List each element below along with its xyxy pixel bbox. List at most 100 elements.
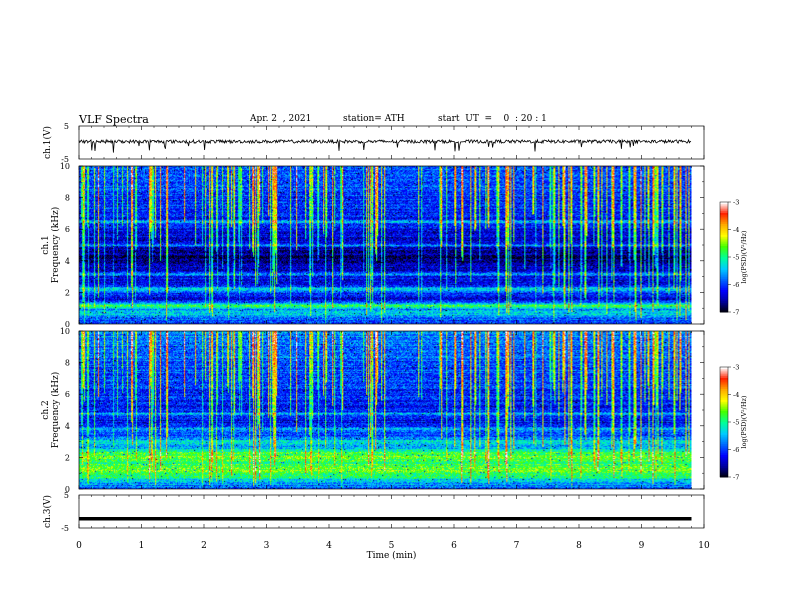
colorbar-segment	[720, 279, 728, 282]
colorbar-segment	[720, 412, 728, 416]
colorbar-label: log(PSD)(V²/Hz)	[740, 395, 748, 448]
colorbar-label: log(PSD)(V²/Hz)	[740, 230, 748, 283]
colorbar-tick-label: -5	[733, 254, 739, 262]
y-axis-label-channel: ch.1	[41, 235, 51, 254]
colorbar-segment	[720, 436, 728, 439]
colorbar-segment	[720, 368, 728, 372]
ch2-spectrogram-panel	[78, 330, 705, 490]
colorbar-segment	[720, 225, 728, 229]
colorbar-segment	[720, 449, 728, 452]
x-tick-label: 2	[201, 541, 207, 551]
colorbar-segment	[720, 291, 728, 295]
colorbar-tick-label: -7	[733, 309, 739, 317]
colorbar-segment	[720, 422, 728, 425]
x-tick-label: 7	[514, 541, 520, 551]
colorbar-segment	[720, 242, 728, 245]
colorbar-segment	[720, 244, 728, 247]
colorbar-segment	[720, 260, 728, 263]
colorbar-segment	[720, 269, 728, 273]
colorbar-segment	[720, 379, 728, 383]
colorbar-segment	[720, 370, 728, 373]
x-tick-label: 1	[139, 541, 145, 551]
colorbar-segment	[720, 222, 728, 225]
colorbar-segment	[720, 383, 728, 386]
colorbar-segment	[720, 423, 728, 427]
colorbar-segment	[720, 202, 728, 205]
colorbar-segment	[720, 431, 728, 434]
colorbar-segment	[720, 203, 728, 207]
colorbar-segment	[720, 405, 728, 408]
ch3-waveform-panel	[78, 494, 705, 529]
colorbar-segment	[720, 218, 728, 221]
colorbar-segment	[720, 453, 728, 456]
start-time-label: start UT = 0 : 20 : 1	[438, 114, 547, 124]
x-tick-label: 4	[326, 541, 332, 551]
colorbar-segment	[720, 207, 728, 210]
colorbar-segment	[720, 251, 728, 254]
colorbars: -3 -4 -5 -6 -7 log(PSD)(V²/Hz) -3 -4 -5 -6 -7 log(P…	[719, 199, 748, 482]
colorbar-segment	[720, 385, 728, 388]
colorbar-tick-label: -3	[733, 199, 739, 207]
y-tick-label: -5	[61, 155, 69, 164]
colorbar-segment	[720, 213, 728, 216]
colorbar-segment	[720, 302, 728, 306]
colorbar-tick-label: -4	[733, 391, 739, 399]
colorbar-segment	[720, 394, 728, 397]
colorbar-segment	[720, 433, 728, 436]
ch1-spectrogram-image	[79, 166, 692, 324]
colorbar-segment	[720, 434, 728, 438]
colorbar-segment	[720, 277, 728, 280]
colorbar-segment	[720, 231, 728, 234]
colorbar-segment	[720, 469, 728, 472]
colorbar-segment	[720, 466, 728, 469]
colorbar-segment	[720, 211, 728, 214]
colorbar-segment	[720, 414, 728, 417]
colorbar-segment	[720, 456, 728, 460]
y-tick-label: 4	[65, 257, 70, 266]
colorbar-segment	[720, 293, 728, 296]
colorbar-segment	[720, 464, 728, 467]
colorbar-segment	[720, 429, 728, 432]
colorbar-segment	[720, 396, 728, 399]
colorbar-segment	[720, 249, 728, 252]
colorbar-segment	[720, 205, 728, 208]
colorbar-segment	[720, 216, 728, 219]
ch1-waveform-panel	[78, 125, 705, 160]
colorbar-segment	[720, 381, 728, 384]
colorbar-segment	[720, 458, 728, 461]
colorbar-segment	[720, 284, 728, 287]
colorbar-segment	[720, 367, 728, 370]
colorbar-segment	[720, 288, 728, 291]
colorbar-segment	[720, 398, 728, 401]
colorbar-segment	[720, 389, 728, 392]
colorbar-segment	[720, 220, 728, 223]
colorbar-segment	[720, 255, 728, 258]
colorbar-segment	[720, 473, 728, 476]
colorbar-segment	[720, 246, 728, 249]
colorbar-segment	[720, 376, 728, 379]
colorbar-segment	[720, 306, 728, 309]
x-tick-label: 6	[451, 541, 457, 551]
colorbar-segment	[720, 407, 728, 410]
y-tick-label: 5	[64, 491, 69, 500]
colorbar-segment	[720, 264, 728, 267]
colorbar-segment	[720, 471, 728, 474]
colorbar-segment	[720, 214, 728, 218]
colorbar-tick-label: -5	[733, 419, 739, 427]
colorbar-segment	[720, 425, 728, 428]
colorbar-segment	[720, 262, 728, 265]
colorbar-segment	[720, 275, 728, 278]
y-tick-label: 5	[64, 122, 69, 131]
colorbar-segment	[720, 280, 728, 284]
y-axis-label: ch.1(V)	[42, 126, 53, 159]
colorbar-segment	[720, 257, 728, 260]
colorbar-segment	[720, 236, 728, 240]
y-tick-label: 0	[65, 485, 70, 494]
colorbar-tick-label: -6	[733, 446, 739, 454]
x-tick-label: 3	[264, 541, 270, 551]
colorbar-segment	[720, 455, 728, 458]
colorbar-segment	[720, 286, 728, 289]
colorbar-segment	[720, 247, 728, 251]
colorbar-segment	[720, 233, 728, 236]
